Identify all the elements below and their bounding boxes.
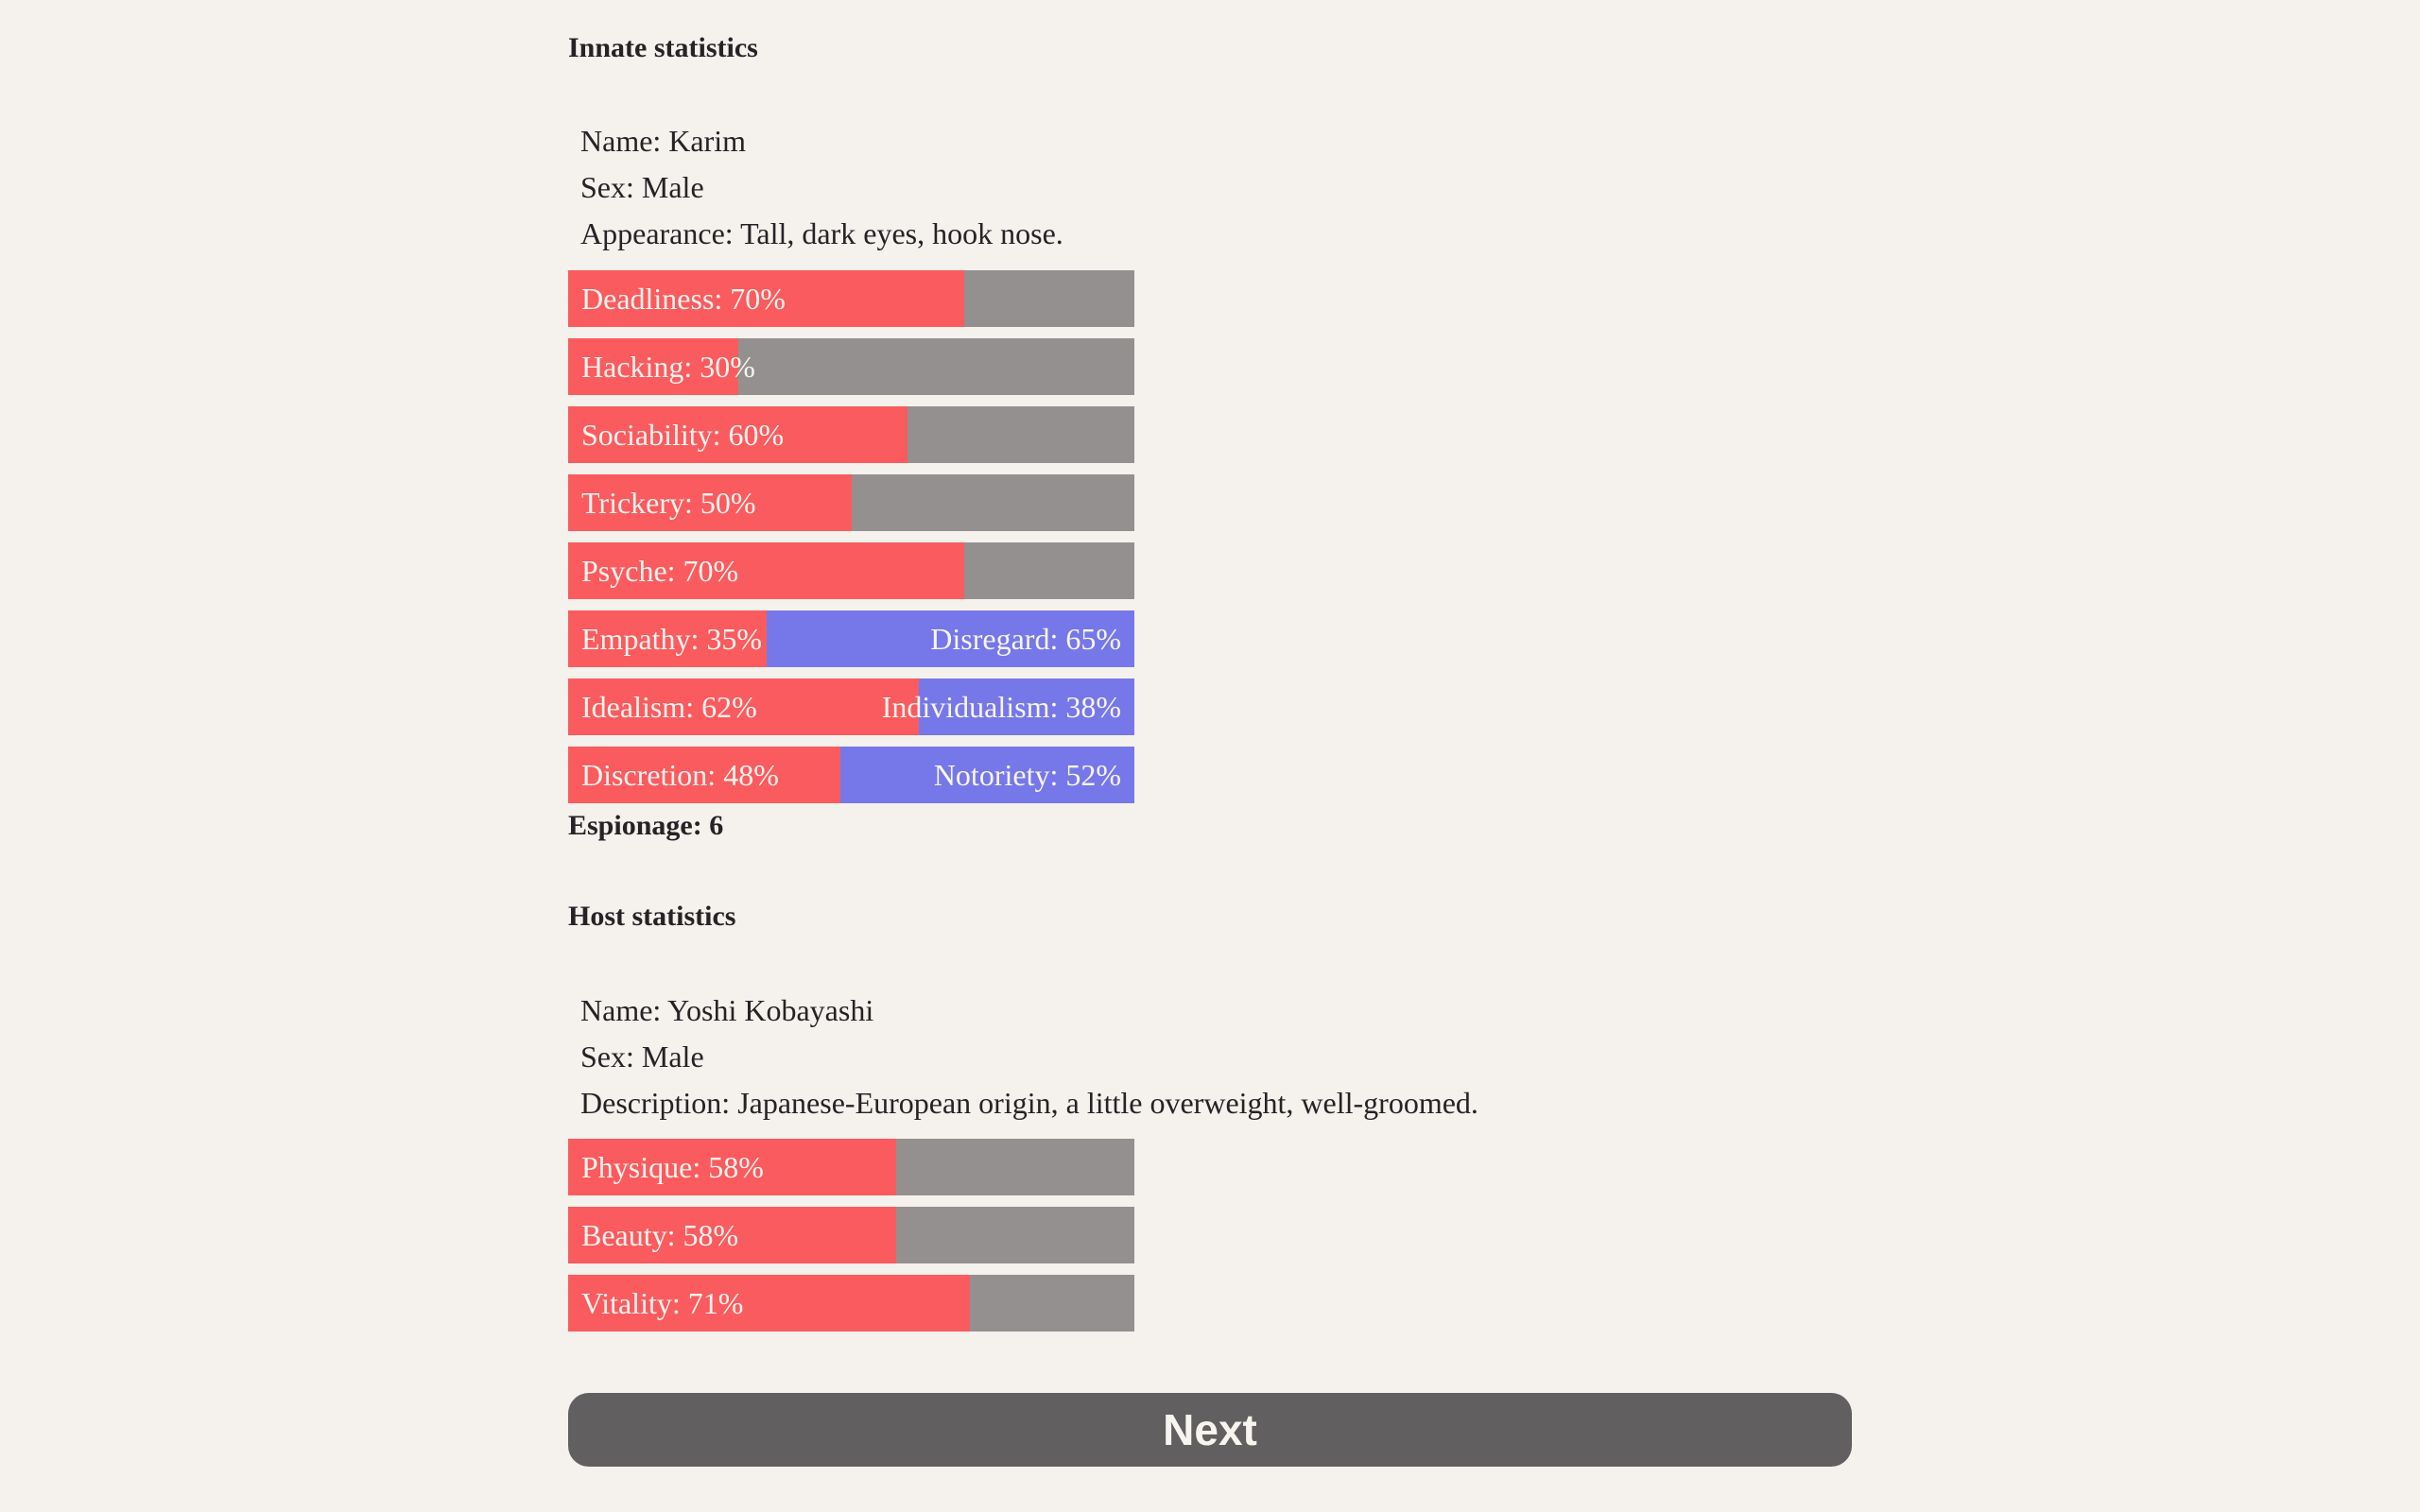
innate-info-block: Name: Karim Sex: Male Appearance: Tall, … bbox=[580, 118, 1063, 257]
bar-label-left: Discretion: 48% bbox=[581, 757, 779, 792]
stat-bar-deadliness: Deadliness: 70% bbox=[568, 270, 1134, 327]
bar-fill-left bbox=[568, 679, 920, 735]
host-info-block: Name: Yoshi Kobayashi Sex: Male Descript… bbox=[580, 988, 1478, 1126]
innate-sex-line: Sex: Male bbox=[580, 170, 704, 204]
bar-label: Hacking: 30% bbox=[581, 349, 755, 384]
stat-bar-sociability: Sociability: 60% bbox=[568, 406, 1134, 463]
bar-label: Psyche: 70% bbox=[581, 553, 739, 588]
espionage-stat: Espionage: 6 bbox=[568, 810, 724, 841]
stat-bar-hacking: Hacking: 30% bbox=[568, 338, 1134, 395]
stat-bar-idealism-individualism: Idealism: 62% Individualism: 38% bbox=[568, 679, 1134, 735]
bar-label: Sociability: 60% bbox=[581, 417, 785, 452]
bar-fill bbox=[568, 1275, 971, 1332]
stat-bar-beauty: Beauty: 58% bbox=[568, 1207, 1134, 1263]
host-sex-line: Sex: Male bbox=[580, 1040, 704, 1074]
stat-bar-trickery: Trickery: 50% bbox=[568, 474, 1134, 531]
host-bars: Physique: 58% Beauty: 58% Vitality: 71% bbox=[568, 1139, 1134, 1343]
bar-fill-left bbox=[568, 610, 767, 667]
host-name-line: Name: Yoshi Kobayashi bbox=[580, 993, 874, 1027]
bar-fill bbox=[568, 542, 965, 599]
innate-statistics-heading: Innate statistics bbox=[568, 32, 758, 63]
bar-label-right: Individualism: 38% bbox=[881, 689, 1121, 724]
innate-name-line: Name: Karim bbox=[580, 124, 747, 158]
bar-fill bbox=[568, 474, 852, 531]
bar-fill bbox=[568, 338, 738, 395]
bar-label: Beauty: 58% bbox=[581, 1217, 739, 1252]
next-button[interactable]: Next bbox=[568, 1393, 1852, 1467]
innate-appearance-line: Appearance: Tall, dark eyes, hook nose. bbox=[580, 216, 1063, 250]
bar-fill bbox=[568, 1207, 897, 1263]
bar-fill bbox=[568, 406, 908, 463]
bar-fill bbox=[568, 1139, 897, 1195]
bar-label-left: Empathy: 35% bbox=[581, 621, 763, 656]
bar-label: Physique: 58% bbox=[581, 1149, 764, 1184]
stat-bar-empathy-disregard: Empathy: 35% Disregard: 65% bbox=[568, 610, 1134, 667]
stat-bar-psyche: Psyche: 70% bbox=[568, 542, 1134, 599]
bar-label-right: Disregard: 65% bbox=[930, 621, 1121, 656]
stat-bar-vitality: Vitality: 71% bbox=[568, 1275, 1134, 1332]
bar-fill bbox=[568, 270, 965, 327]
bar-label-left: Idealism: 62% bbox=[581, 689, 757, 724]
bar-label: Trickery: 50% bbox=[581, 485, 756, 520]
host-statistics-heading: Host statistics bbox=[568, 901, 736, 932]
bar-fill-left bbox=[568, 747, 840, 803]
stat-bar-discretion-notoriety: Discretion: 48% Notoriety: 52% bbox=[568, 747, 1134, 803]
innate-bars: Deadliness: 70% Hacking: 30% Sociability… bbox=[568, 270, 1134, 815]
bar-label: Deadliness: 70% bbox=[581, 281, 786, 316]
stat-bar-physique: Physique: 58% bbox=[568, 1139, 1134, 1195]
bar-label-right: Notoriety: 52% bbox=[933, 757, 1121, 792]
bar-label: Vitality: 71% bbox=[581, 1285, 744, 1320]
host-description-line: Description: Japanese-European origin, a… bbox=[580, 1086, 1478, 1120]
